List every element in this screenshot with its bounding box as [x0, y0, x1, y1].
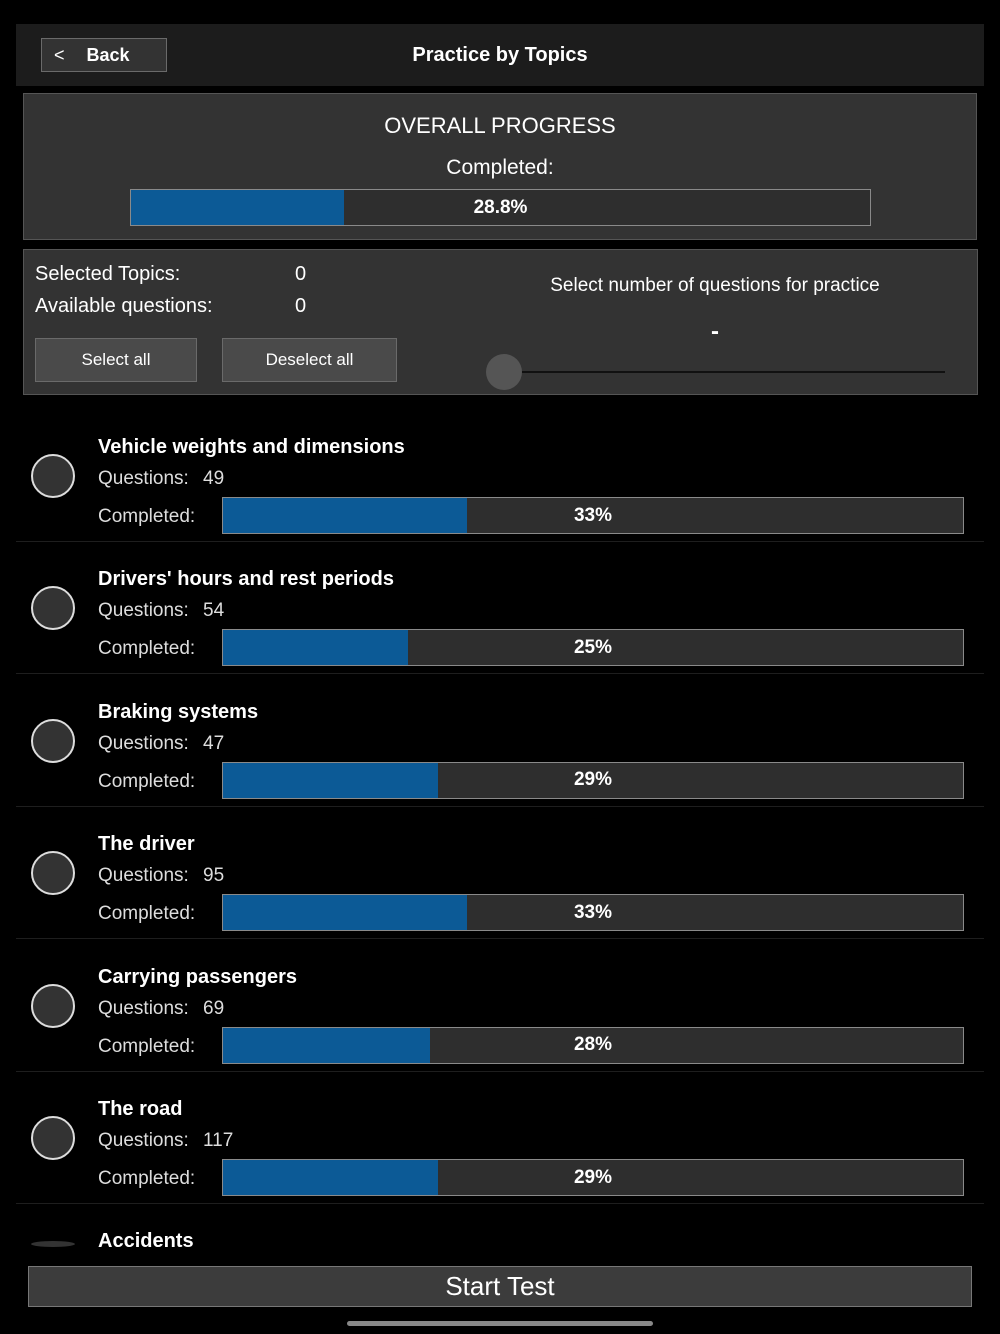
questions-value: 47 — [203, 732, 225, 754]
topic-progress-bar: 33% — [222, 894, 964, 932]
topic-icon — [31, 454, 75, 498]
topic-progress-bar: 29% — [222, 761, 964, 799]
questions-label: Questions: — [98, 997, 189, 1019]
topic-icon — [31, 851, 75, 896]
page-title: Practice by Topics — [412, 44, 588, 66]
progress-label: 33% — [573, 504, 613, 526]
overall-progress-bar: 28.8% — [130, 189, 871, 226]
progress-label: 28.8% — [473, 196, 528, 218]
progress-fill — [223, 762, 438, 798]
questions-label: Questions: — [98, 600, 189, 622]
row-separator — [16, 673, 984, 675]
overall-completed-label: Completed: — [446, 156, 554, 179]
progress-fill — [223, 498, 468, 533]
topic-icon — [31, 586, 75, 631]
questions-value: 95 — [203, 865, 225, 887]
questions-label: Questions: — [98, 468, 189, 489]
progress-label: 29% — [573, 1166, 613, 1188]
progress-fill — [223, 895, 468, 931]
row-separator — [16, 938, 984, 940]
progress-label: 33% — [573, 901, 613, 923]
topic-name: Braking systems — [98, 700, 259, 723]
select-all-button[interactable]: Select all — [35, 338, 197, 382]
available-value: 0 — [295, 295, 307, 317]
topic-icon — [31, 1241, 75, 1248]
completed-label: Completed: — [98, 638, 196, 660]
progress-fill — [223, 1160, 438, 1195]
topic-progress-bar: 33% — [222, 497, 964, 534]
nav-bar — [16, 24, 984, 86]
topic-icon — [31, 983, 75, 1028]
completed-label: Completed: — [98, 903, 196, 925]
row-separator — [16, 805, 984, 807]
questions-value: 54 — [203, 600, 225, 622]
row-separator — [16, 541, 984, 542]
questions-label: Questions: — [98, 1130, 189, 1151]
row-separator — [16, 1070, 984, 1072]
progress-fill — [131, 190, 344, 225]
chevron: < — [54, 44, 65, 65]
completed-label: Completed: — [98, 1035, 196, 1057]
topic-name: Carrying passengers — [98, 965, 297, 988]
questions-value: 49 — [203, 468, 225, 489]
completed-label: Completed: — [98, 1168, 196, 1189]
row-separator — [16, 1203, 984, 1204]
topic-progress-bar: 29% — [222, 1159, 964, 1196]
topic-name: Drivers' hours and rest periods — [98, 568, 394, 591]
home-indicator — [347, 1321, 653, 1326]
topic-icon — [31, 718, 75, 763]
slider-thumb[interactable] — [486, 354, 522, 390]
count-value: - — [711, 318, 719, 345]
slider-track — [505, 371, 945, 373]
topic-name: Vehicle weights and dimensions — [98, 436, 405, 458]
questions-value: 117 — [203, 1130, 234, 1151]
topic-name: The driver — [98, 833, 195, 856]
back-button[interactable]: < Back — [41, 38, 167, 72]
questions-label: Questions: — [98, 865, 189, 887]
selected-value: 0 — [295, 263, 307, 285]
completed-label: Completed: — [98, 506, 196, 527]
progress-fill — [223, 630, 408, 666]
progress-label: 28% — [573, 1034, 613, 1056]
topic-progress-bar: 28% — [222, 1026, 964, 1064]
topic-progress-bar: 25% — [222, 629, 964, 667]
questions-value: 69 — [203, 997, 225, 1019]
topic-name: The road — [98, 1098, 183, 1120]
progress-fill — [223, 1027, 431, 1063]
questions-label: Questions: — [98, 732, 189, 754]
selected-label: Selected Topics: — [35, 263, 181, 285]
progress-label: 29% — [573, 769, 613, 791]
available-label: Available questions: — [35, 295, 213, 317]
topic-icon — [31, 1116, 75, 1160]
topic-name: Accidents — [98, 1230, 194, 1253]
start-test-button[interactable]: Start Test — [28, 1266, 972, 1307]
overall-title: OVERALL PROGRESS — [384, 113, 616, 138]
completed-label: Completed: — [98, 770, 196, 792]
progress-label: 25% — [573, 636, 613, 658]
deselect-all-button[interactable]: Deselect all — [222, 338, 397, 382]
count-label: Select number of questions for practice — [550, 275, 880, 296]
back-label: Back — [86, 44, 130, 65]
